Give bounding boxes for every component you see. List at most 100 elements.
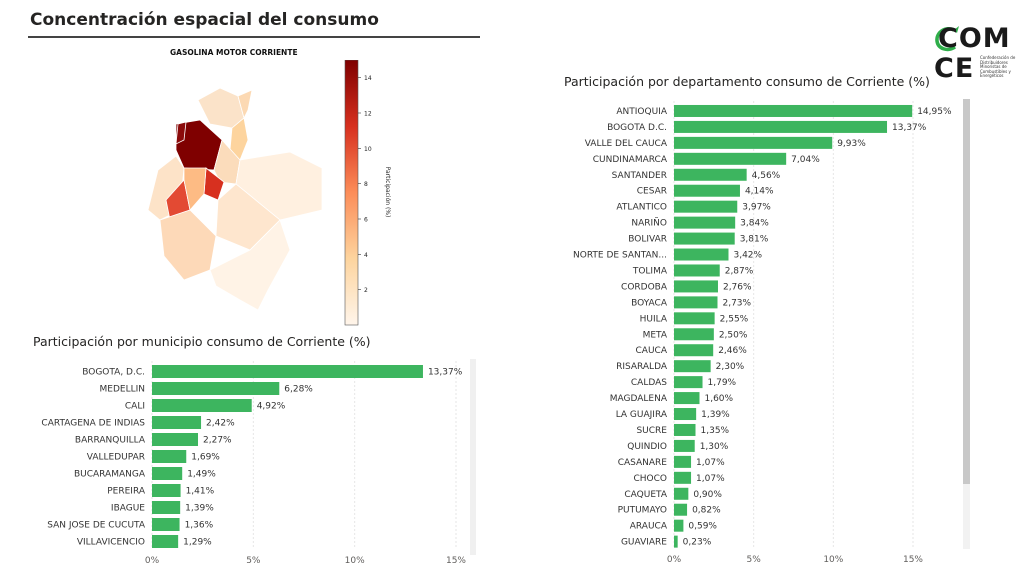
bar[interactable] — [674, 376, 703, 389]
category-label: LA GUAJIRA — [616, 410, 668, 420]
bar[interactable] — [674, 104, 913, 117]
bar[interactable] — [152, 416, 202, 429]
bar[interactable] — [674, 328, 714, 341]
category-label: SANTANDER — [612, 171, 667, 181]
data-label: 1,30% — [700, 442, 729, 452]
data-label: 0,23% — [683, 538, 712, 548]
colorbar-tick-label: 6 — [364, 217, 368, 224]
scrollbar-track[interactable] — [470, 359, 476, 555]
bar[interactable] — [674, 216, 736, 229]
data-label: 2,55% — [720, 314, 749, 324]
bar[interactable] — [152, 382, 280, 395]
bar[interactable] — [152, 399, 252, 412]
bar[interactable] — [674, 487, 689, 500]
category-label: MEDELLIN — [100, 385, 145, 395]
category-label: BARRANQUILLA — [75, 436, 146, 446]
bar[interactable] — [674, 296, 718, 309]
bar[interactable] — [674, 455, 692, 468]
data-label: 1,39% — [701, 410, 730, 420]
category-label: PEREIRA — [107, 487, 146, 497]
bar[interactable] — [674, 248, 729, 261]
bar[interactable] — [674, 152, 787, 165]
scrollbar-thumb[interactable] — [963, 99, 970, 484]
category-label: ANTIOQUIA — [616, 107, 667, 117]
bar[interactable] — [152, 450, 187, 463]
bar[interactable] — [674, 200, 738, 213]
bar[interactable] — [152, 365, 423, 378]
data-label: 1,29% — [183, 538, 212, 548]
category-label: HUILA — [640, 314, 668, 324]
category-label: SAN JOSE DE CUCUTA — [47, 521, 146, 531]
bar[interactable] — [152, 501, 181, 514]
bar[interactable] — [152, 433, 199, 446]
bar[interactable] — [674, 408, 697, 421]
colorbar-label: Participación (%) — [384, 167, 391, 218]
data-label: 1,36% — [185, 521, 214, 531]
data-label: 1,07% — [696, 458, 725, 468]
data-label: 3,84% — [740, 219, 769, 229]
category-label: BUCARAMANGA — [74, 470, 146, 480]
bar[interactable] — [674, 120, 888, 133]
data-label: 7,04% — [791, 155, 820, 165]
x-tick-label: 0% — [667, 555, 682, 565]
bar[interactable] — [674, 264, 720, 277]
data-label: 4,92% — [257, 402, 286, 412]
bar[interactable] — [674, 232, 735, 245]
category-label: TOLIMA — [632, 266, 668, 276]
data-label: 1,39% — [185, 504, 214, 514]
map-region-northwest — [175, 121, 187, 145]
bar[interactable] — [674, 423, 696, 436]
category-label: ARAUCA — [630, 522, 668, 532]
data-label: 1,41% — [186, 487, 215, 497]
municipio-bar-chart: BOGOTA, D.C. MEDELLIN CALI CARTAGENA DE IND… — [41, 359, 476, 566]
logo-tagline: Confederación de Distribuidores Minorist… — [980, 55, 1016, 78]
data-label: 2,27% — [203, 436, 232, 446]
bar[interactable] — [674, 392, 700, 405]
bar[interactable] — [674, 471, 692, 484]
category-label: CALI — [125, 402, 145, 412]
bar[interactable] — [674, 280, 718, 293]
bar[interactable] — [674, 360, 711, 373]
map-region-south — [159, 209, 217, 281]
bar[interactable] — [674, 168, 747, 181]
bar[interactable] — [674, 519, 684, 532]
title-divider — [28, 36, 480, 38]
category-label: GUAVIARE — [621, 538, 667, 548]
bar[interactable] — [152, 484, 181, 497]
bar[interactable] — [674, 344, 714, 357]
category-label: CESAR — [637, 187, 667, 197]
x-tick-label: 5% — [246, 556, 261, 566]
logo-text-top: COM — [938, 23, 1011, 54]
municipio-chart-title: Participación por municipio consumo de C… — [33, 334, 371, 349]
data-label: 0,90% — [693, 490, 722, 500]
category-label: CALDAS — [631, 378, 667, 388]
bar[interactable] — [152, 467, 183, 480]
colorbar-tick-label: 14 — [364, 75, 372, 82]
category-label: ATLANTICO — [616, 203, 667, 213]
x-tick-label: 15% — [903, 555, 923, 565]
category-label: IBAGUE — [111, 504, 145, 514]
bar[interactable] — [674, 535, 678, 548]
colorbar-tick-label: 10 — [364, 146, 372, 153]
x-tick-label: 5% — [747, 555, 762, 565]
choropleth-map: 2 4 6 8 10 12 14 Participación (%) — [147, 60, 391, 326]
data-label: 9,93% — [837, 139, 866, 149]
category-label: VALLEDUPAR — [87, 453, 145, 463]
data-label: 0,59% — [688, 522, 717, 532]
bar[interactable] — [674, 184, 740, 197]
colorbar-tick-label: 8 — [364, 181, 368, 188]
bar[interactable] — [674, 136, 833, 149]
bar[interactable] — [674, 439, 695, 452]
x-tick-label: 15% — [446, 556, 466, 566]
map-region-santander — [213, 139, 241, 185]
map-region-center — [183, 167, 207, 211]
colombia-map — [147, 87, 323, 311]
data-label: 2,30% — [716, 362, 745, 372]
bar[interactable] — [674, 503, 688, 516]
data-label: 0,82% — [692, 506, 721, 516]
bar[interactable] — [674, 312, 715, 325]
colorbar-tick-label: 4 — [364, 252, 368, 259]
bar[interactable] — [152, 535, 179, 548]
map-region-cesar — [229, 117, 249, 161]
bar[interactable] — [152, 518, 180, 531]
